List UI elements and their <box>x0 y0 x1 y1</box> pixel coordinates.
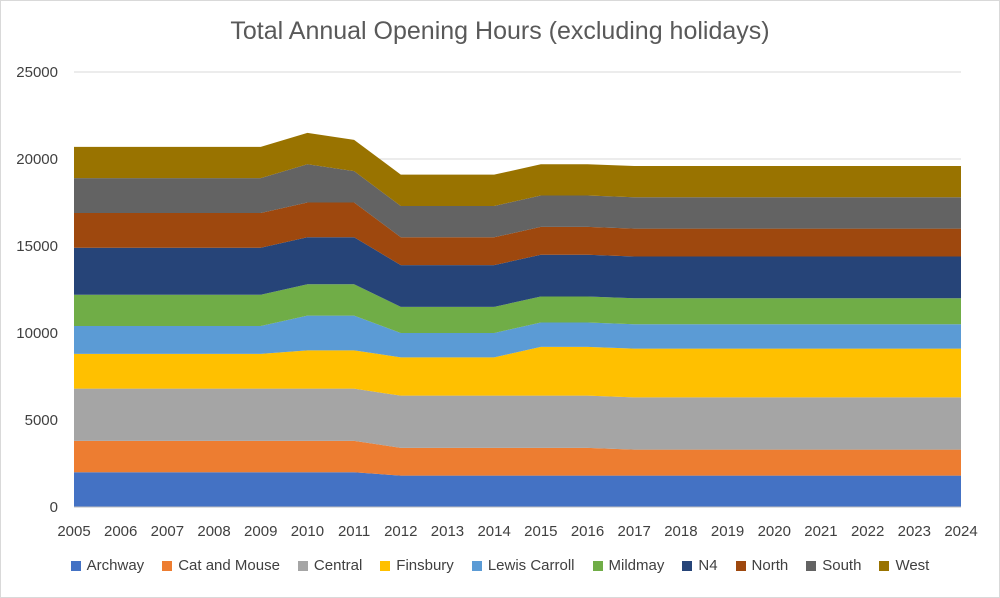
x-tick-label: 2012 <box>384 523 417 540</box>
area-north <box>74 202 961 266</box>
y-tick-label: 15000 <box>16 238 58 255</box>
legend-label: Finsbury <box>396 557 454 574</box>
area-west <box>74 132 961 206</box>
legend-swatch <box>162 560 173 571</box>
x-tick-label: 2020 <box>758 523 791 540</box>
area-south <box>74 164 961 238</box>
x-tick-label: 2008 <box>197 523 230 540</box>
legend-item: Central <box>297 557 363 574</box>
legend-item: Cat and Mouse <box>162 557 280 574</box>
x-tick-label: 2005 <box>57 523 90 540</box>
legend-label: Central <box>313 557 363 574</box>
legend-swatch <box>879 560 890 571</box>
y-tick-label: 0 <box>50 499 58 516</box>
legend-label: North <box>751 557 789 574</box>
legend-label: Cat and Mouse <box>178 557 280 574</box>
legend-item: Archway <box>70 557 145 574</box>
legend-swatch <box>70 560 81 571</box>
area-finsbury <box>74 346 961 398</box>
x-tick-label: 2011 <box>338 523 370 540</box>
y-tick-label: 5000 <box>25 412 58 429</box>
x-tick-label: 2014 <box>477 523 510 540</box>
x-tick-label: 2010 <box>291 523 324 540</box>
y-tick-label: 10000 <box>16 325 58 342</box>
legend-swatch <box>592 560 603 571</box>
legend-label: West <box>895 557 930 574</box>
x-tick-label: 2007 <box>151 523 184 540</box>
chart-title: Total Annual Opening Hours (excluding ho… <box>230 17 770 45</box>
legend-label: N4 <box>698 557 718 574</box>
legend-item: N4 <box>682 557 718 574</box>
x-tick-label: 2006 <box>104 523 137 540</box>
legend-item: Mildmay <box>592 557 665 574</box>
legend-label: Lewis Carroll <box>487 557 575 574</box>
area-n4 <box>74 237 961 307</box>
area-central <box>74 388 961 450</box>
x-tick-label: 2019 <box>711 523 744 540</box>
legend-swatch <box>682 560 693 571</box>
x-tick-label: 2009 <box>244 523 277 540</box>
legend-swatch <box>471 560 482 571</box>
x-tick-label: 2023 <box>898 523 931 540</box>
x-tick-label: 2016 <box>571 523 604 540</box>
x-tick-label: 2013 <box>431 523 464 540</box>
legend-label: Mildmay <box>608 557 665 574</box>
legend-item: South <box>806 557 861 574</box>
x-tick-label: 2018 <box>664 523 697 540</box>
legend-item: North <box>735 557 789 574</box>
x-tick-label: 2015 <box>524 523 557 540</box>
legend-label: Archway <box>86 557 145 574</box>
legend-item: Lewis Carroll <box>471 557 575 574</box>
area-archway <box>74 472 961 507</box>
legend-label: South <box>822 557 862 574</box>
x-tick-label: 2024 <box>944 523 977 540</box>
area-lewis-carroll <box>74 315 961 358</box>
legend-swatch <box>806 560 817 571</box>
x-tick-label: 2021 <box>804 523 837 540</box>
x-tick-label: 2022 <box>851 523 884 540</box>
legend-swatch <box>297 560 308 571</box>
area-cat-and-mouse <box>74 440 961 476</box>
legend: Archway Cat and Mouse Central Finsbury Lewis… <box>1 557 999 574</box>
legend-item: Finsbury <box>380 557 454 574</box>
legend-item: West <box>879 557 929 574</box>
x-tick-label: 2017 <box>618 523 651 540</box>
y-tick-label: 25000 <box>16 64 58 81</box>
area-mildmay <box>74 284 961 333</box>
y-tick-label: 20000 <box>16 151 58 168</box>
legend-swatch <box>735 560 746 571</box>
legend-swatch <box>380 560 391 571</box>
